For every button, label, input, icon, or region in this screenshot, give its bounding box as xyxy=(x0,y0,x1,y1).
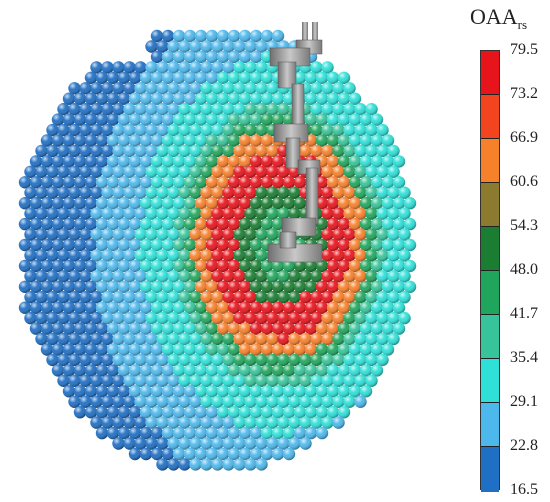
colorbar-tick-label: 79.5 xyxy=(510,41,538,58)
colorbar-tick-label: 16.5 xyxy=(510,481,538,498)
colorbar-tick xyxy=(481,446,499,447)
colorbar-tick-label: 22.8 xyxy=(510,437,538,454)
colorbar-tick-label: 48.0 xyxy=(510,261,538,278)
colorbar-tick-label: 29.1 xyxy=(510,393,538,410)
colorbar-tick xyxy=(481,138,499,139)
colorbar xyxy=(480,50,500,492)
colorbar-segment xyxy=(481,271,499,316)
colorbar-tick xyxy=(481,182,499,183)
colorbar-segment xyxy=(481,183,499,228)
colorbar-tick xyxy=(481,402,499,403)
colorbar-tick xyxy=(481,94,499,95)
colorbar-segment xyxy=(481,227,499,272)
colorbar-tick-label: 60.6 xyxy=(510,173,538,190)
colorbar-tick-label: 73.2 xyxy=(510,85,538,102)
colorbar-tick xyxy=(481,226,499,227)
colorbar-segment xyxy=(481,359,499,404)
colorbar-tick-label: 35.4 xyxy=(510,349,538,366)
colorbar-segment xyxy=(481,95,499,140)
robot-arm xyxy=(267,22,323,263)
colorbar-tick xyxy=(481,314,499,315)
colorbar-tick-label: 54.3 xyxy=(510,217,538,234)
colorbar-segment xyxy=(481,403,499,448)
workspace-sphere-cloud xyxy=(18,29,417,471)
colorbar-segment xyxy=(481,139,499,184)
colorbar-tick xyxy=(481,270,499,271)
colorbar-tick-label: 66.9 xyxy=(510,129,538,146)
colorbar-tick xyxy=(481,358,499,359)
colorbar-segment xyxy=(481,51,499,96)
colorbar-segment xyxy=(481,447,499,492)
colorbar-tick-label: 41.7 xyxy=(510,305,538,322)
legend-title: OAArs xyxy=(470,4,528,32)
colorbar-segment xyxy=(481,315,499,360)
